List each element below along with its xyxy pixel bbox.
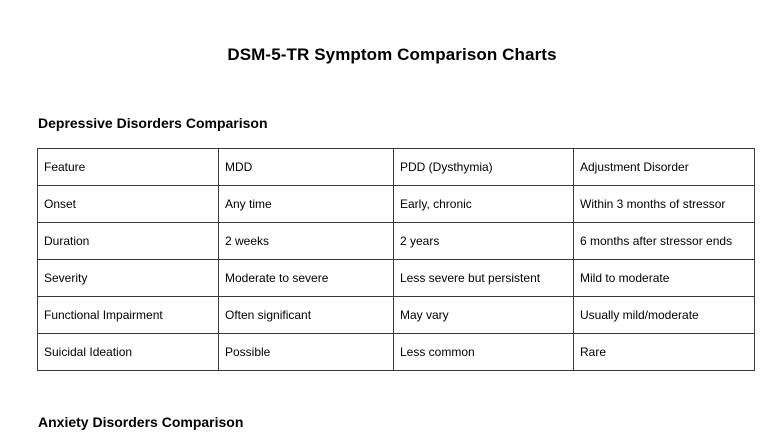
- table-row-duration: Duration 2 weeks 2 years 6 months after …: [37, 222, 755, 260]
- column-header-feature: Feature: [37, 148, 219, 186]
- cell-adjustment: Within 3 months of stressor: [573, 185, 755, 223]
- cell-mdd: Moderate to severe: [218, 259, 394, 297]
- cell-pdd: 2 years: [393, 222, 574, 260]
- table-header-row: Feature MDD PDD (Dysthymia) Adjustment D…: [37, 148, 755, 186]
- column-header-mdd: MDD: [218, 148, 394, 186]
- cell-mdd: 2 weeks: [218, 222, 394, 260]
- cell-pdd: Early, chronic: [393, 185, 574, 223]
- table-row-suicidal-ideation: Suicidal Ideation Possible Less common R…: [37, 333, 755, 371]
- depressive-comparison-table: Feature MDD PDD (Dysthymia) Adjustment D…: [37, 148, 755, 371]
- cell-feature: Duration: [37, 222, 219, 260]
- cell-feature: Severity: [37, 259, 219, 297]
- cell-mdd: Any time: [218, 185, 394, 223]
- column-header-adjustment-disorder: Adjustment Disorder: [573, 148, 755, 186]
- column-header-pdd: PDD (Dysthymia): [393, 148, 574, 186]
- page-title: DSM-5-TR Symptom Comparison Charts: [227, 45, 557, 64]
- cell-adjustment: Usually mild/moderate: [573, 296, 755, 334]
- cell-feature: Functional Impairment: [37, 296, 219, 334]
- cell-mdd: Often significant: [218, 296, 394, 334]
- table-row-functional-impairment: Functional Impairment Often significant …: [37, 296, 755, 334]
- cell-mdd: Possible: [218, 333, 394, 371]
- cell-pdd: Less common: [393, 333, 574, 371]
- section-heading-depressive: Depressive Disorders Comparison: [38, 115, 268, 131]
- cell-pdd: May vary: [393, 296, 574, 334]
- cell-feature: Suicidal Ideation: [37, 333, 219, 371]
- cell-pdd: Less severe but persistent: [393, 259, 574, 297]
- cell-adjustment: 6 months after stressor ends: [573, 222, 755, 260]
- table-row-onset: Onset Any time Early, chronic Within 3 m…: [37, 185, 755, 223]
- cell-adjustment: Rare: [573, 333, 755, 371]
- cell-adjustment: Mild to moderate: [573, 259, 755, 297]
- section-heading-anxiety: Anxiety Disorders Comparison: [38, 414, 244, 430]
- table-row-severity: Severity Moderate to severe Less severe …: [37, 259, 755, 297]
- cell-feature: Onset: [37, 185, 219, 223]
